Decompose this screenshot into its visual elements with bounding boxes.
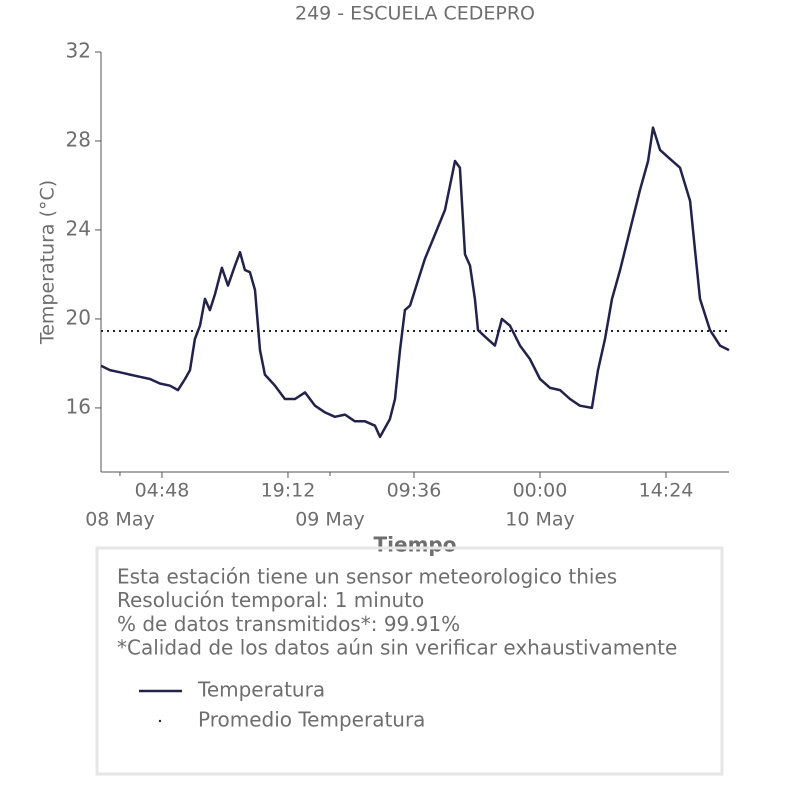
x-tick-label: 19:12 — [261, 480, 316, 502]
info-note: *Calidad de los datos aún sin verificar … — [117, 636, 677, 660]
y-tick-label: 28 — [66, 127, 91, 151]
legend-label: Temperatura — [197, 678, 325, 702]
legend-box — [95, 546, 724, 776]
legend-dot — [158, 719, 162, 723]
y-tick-label: 24 — [66, 216, 91, 240]
info-note: Esta estación tiene un sensor meteorolog… — [117, 565, 617, 589]
temperature-line — [100, 126, 730, 439]
chart-title: 249 - ESCUELA CEDEPRO — [295, 3, 535, 25]
y-axis-label: Temperatura (°C) — [37, 180, 59, 345]
x-date-label: 10 May — [505, 509, 575, 531]
legend-label: Promedio Temperatura — [198, 708, 425, 732]
x-tick-label: 04:48 — [135, 480, 190, 502]
y-tick-label: 32 — [66, 39, 91, 63]
info-note: Resolución temporal: 1 minuto — [117, 588, 424, 612]
x-tick-label: 14:24 — [639, 480, 694, 502]
x-date-label: 09 May — [295, 509, 365, 531]
x-tick-label: 09:36 — [387, 480, 442, 502]
x-tick-label: 00:00 — [513, 480, 568, 502]
y-tick-label: 16 — [66, 394, 91, 418]
x-axis-label: Tiempo — [374, 533, 457, 557]
y-tick-label: 20 — [66, 305, 91, 329]
info-note: % de datos transmitidos*: 99.91% — [117, 612, 460, 636]
x-date-label: 08 May — [85, 509, 155, 531]
